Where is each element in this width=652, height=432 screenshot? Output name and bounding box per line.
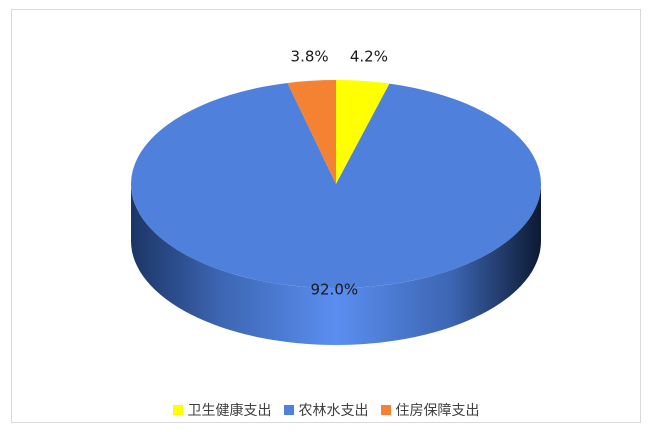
legend-item: 卫生健康支出 xyxy=(172,400,272,420)
pie-slice-agriculture xyxy=(130,82,541,289)
data-label-health: 4.2% xyxy=(350,47,388,65)
data-label-agriculture: 92.0% xyxy=(310,280,358,298)
pie-side-walls xyxy=(131,184,541,345)
legend-swatch xyxy=(380,405,391,415)
legend-swatch xyxy=(283,405,294,415)
legend-label: 住房保障支出 xyxy=(395,403,480,419)
pie-slice-housing xyxy=(287,80,336,184)
data-label-housing: 3.8% xyxy=(291,47,329,65)
pie-side-wall xyxy=(131,184,541,345)
pie-slice-health xyxy=(336,80,390,184)
pie-slices xyxy=(130,80,541,289)
legend-item: 住房保障支出 xyxy=(380,400,480,420)
legend-label: 农林水支出 xyxy=(298,403,369,419)
pie-data-labels: 4.2% 92.0% 3.8% xyxy=(291,47,388,298)
legend: 卫生健康支出 农林水支出 住房保障支出 xyxy=(0,400,652,420)
legend-swatch xyxy=(172,405,183,415)
legend-label: 卫生健康支出 xyxy=(187,403,272,419)
legend-item: 农林水支出 xyxy=(283,400,369,420)
